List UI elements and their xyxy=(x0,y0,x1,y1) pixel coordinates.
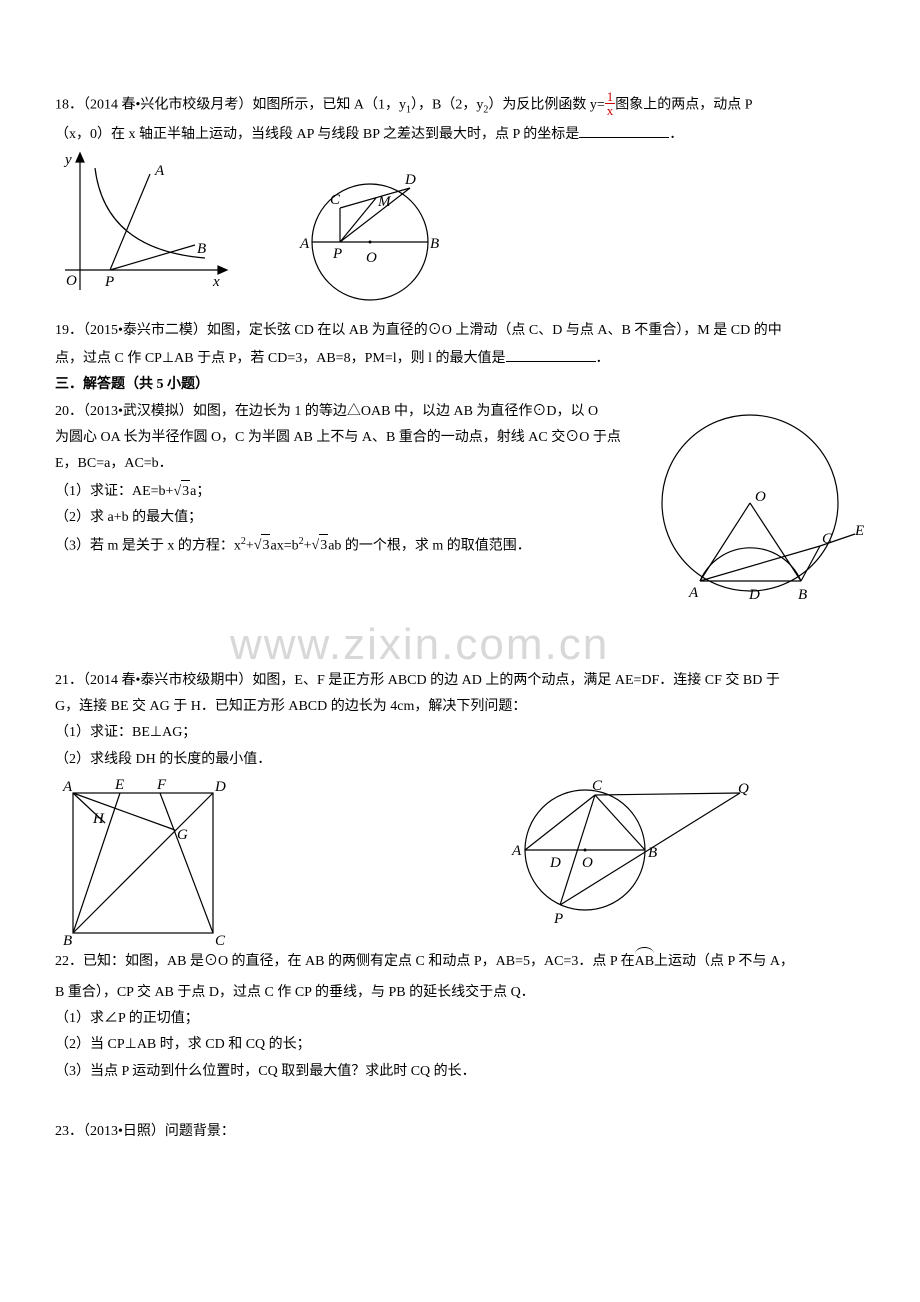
figure-19-circle: D C M A P O B xyxy=(270,170,460,310)
svg-text:A: A xyxy=(511,843,522,859)
q21-l2: G，连接 BE 交 AG 于 H．已知正方形 ABCD 的边长为 4cm，解决下… xyxy=(55,696,865,718)
q18-figures: y A B O P x D C M A xyxy=(55,150,865,310)
svg-text:A: A xyxy=(62,779,73,795)
svg-text:B: B xyxy=(798,587,807,603)
q23-l1: 23．（2013•日照）问题背景： xyxy=(55,1121,865,1143)
svg-text:C: C xyxy=(215,933,226,945)
svg-text:G: G xyxy=(177,827,188,843)
svg-text:O: O xyxy=(582,855,593,871)
figure-21-square: A E F D H G B C xyxy=(55,775,230,945)
svg-text:P: P xyxy=(332,246,342,262)
q22-p2: （2）当 CP⊥AB 时，求 CD 和 CQ 的长； xyxy=(55,1034,865,1056)
figure-18a-hyperbola: y A B O P x xyxy=(55,150,240,310)
q21-l1: 21．（2014 春•泰兴市校级期中）如图，E、F 是正方形 ABCD 的边 A… xyxy=(55,670,865,692)
svg-text:B: B xyxy=(430,236,439,252)
blank-fill xyxy=(506,347,596,362)
figure-20-circles: O C E A D B xyxy=(655,401,865,616)
svg-text:A: A xyxy=(154,163,165,179)
fraction-1-over-x: 1x xyxy=(605,90,616,117)
svg-text:M: M xyxy=(377,194,392,210)
svg-text:y: y xyxy=(63,152,72,168)
svg-text:D: D xyxy=(549,855,561,871)
q22-l2: B 重合），CP 交 AB 于点 D，过点 C 作 CP 的垂线，与 PB 的延… xyxy=(55,982,865,1004)
q18-line2: （x，0）在 x 轴正半轴上运动，当线段 AP 与线段 BP 之差达到最大时，点… xyxy=(55,123,865,146)
svg-text:P: P xyxy=(553,911,563,927)
svg-text:D: D xyxy=(214,779,226,795)
svg-text:x: x xyxy=(212,274,220,290)
q18-mid2: ）为反比例函数 y= xyxy=(488,98,604,113)
svg-text:D: D xyxy=(748,587,760,603)
q18-prefix: 18．（2014 春•兴化市校级月考）如图所示，已知 A（1，y xyxy=(55,98,406,113)
q18-tail: 图象上的两点，动点 P xyxy=(615,98,752,113)
q22-p3: （3）当点 P 运动到什么位置时，CQ 取到最大值？求此时 CQ 的长． xyxy=(55,1061,865,1083)
section-3-title: 三．解答题（共 5 小题） xyxy=(55,374,865,396)
q21-p1: （1）求证：BE⊥AG； xyxy=(55,722,865,744)
svg-text:D: D xyxy=(404,172,416,188)
svg-text:P: P xyxy=(104,274,114,290)
arc-ab: AB xyxy=(635,951,654,973)
sqrt3-icon: 3 xyxy=(173,480,190,503)
svg-text:C: C xyxy=(330,192,341,208)
svg-text:B: B xyxy=(197,241,206,257)
svg-text:A: A xyxy=(299,236,310,252)
q18-text: 18．（2014 春•兴化市校级月考）如图所示，已知 A（1，y1），B（2，y… xyxy=(55,92,865,119)
q19-line2: 点，过点 C 作 CP⊥AB 于点 P，若 CD=3，AB=8，PM=l，则 l… xyxy=(55,347,865,370)
svg-text:H: H xyxy=(92,811,105,827)
svg-text:B: B xyxy=(648,845,657,861)
q18-mid1: ），B（2，y xyxy=(411,98,483,113)
svg-text:A: A xyxy=(688,585,699,601)
sqrt3-icon: 3 xyxy=(312,534,329,557)
svg-text:O: O xyxy=(755,489,766,505)
q22-l1: 22．已知：如图，AB 是⊙O 的直径，在 AB 的两侧有定点 C 和动点 P，… xyxy=(55,951,865,973)
svg-text:Q: Q xyxy=(738,781,749,797)
svg-text:E: E xyxy=(854,523,864,539)
svg-text:C: C xyxy=(822,531,833,547)
q22-p1: （1）求∠P 的正切值； xyxy=(55,1008,865,1030)
svg-text:B: B xyxy=(63,933,72,945)
blank-fill xyxy=(579,123,669,138)
sqrt3-icon: 3 xyxy=(254,534,271,557)
q21-p2: （2）求线段 DH 的长度的最小值． xyxy=(55,749,865,771)
figure-22-circle: C Q A D O B P xyxy=(490,775,750,935)
svg-text:F: F xyxy=(156,777,167,793)
svg-text:O: O xyxy=(366,250,377,266)
q19-line1: 19．（2015•泰兴市二模）如图，定长弦 CD 在以 AB 为直径的⊙O 上滑… xyxy=(55,320,865,342)
svg-text:O: O xyxy=(66,273,77,289)
svg-text:C: C xyxy=(592,778,603,794)
svg-text:E: E xyxy=(114,777,124,793)
